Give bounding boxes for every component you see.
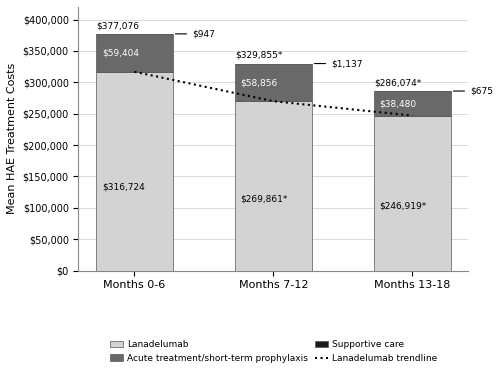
Bar [96,34,172,72]
Text: $269,861*: $269,861* [240,195,288,204]
Bar [96,72,172,271]
Legend: Lanadelumab, Acute treatment/short-term prophylaxis, Supportive care, Lanadeluma: Lanadelumab, Acute treatment/short-term … [106,337,441,366]
Bar [235,64,312,101]
Text: $38,480: $38,480 [380,99,417,108]
Text: $59,404: $59,404 [102,49,139,58]
Text: $1,137: $1,137 [331,59,362,68]
Text: $246,919*: $246,919* [380,201,427,210]
Text: $947: $947 [192,29,215,38]
Text: $329,855*: $329,855* [235,51,282,60]
Bar [235,101,312,271]
Bar [374,115,450,271]
Text: $377,076: $377,076 [96,21,139,30]
Bar [374,91,450,115]
Text: $58,856: $58,856 [240,78,278,87]
Text: $316,724: $316,724 [102,183,144,191]
Y-axis label: Mean HAE Treatment Costs: Mean HAE Treatment Costs [7,63,17,214]
Text: $286,074*: $286,074* [374,78,422,87]
Text: $675: $675 [470,86,493,95]
